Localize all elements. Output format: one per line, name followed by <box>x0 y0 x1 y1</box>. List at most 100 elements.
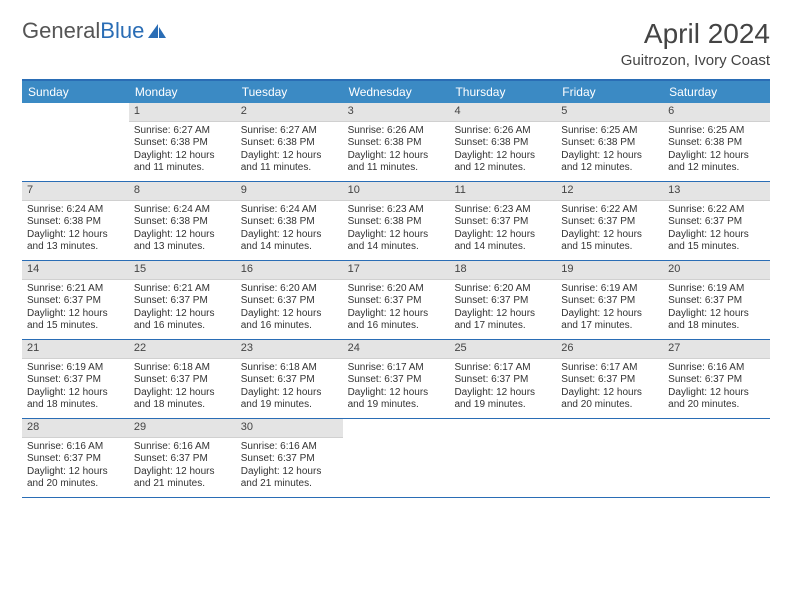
sunrise-line: Sunrise: 6:19 AM <box>561 283 658 296</box>
sunset-line: Sunset: 6:38 PM <box>27 216 124 229</box>
month-title: April 2024 <box>621 18 770 50</box>
day-body: Sunrise: 6:17 AMSunset: 6:37 PMDaylight:… <box>556 359 663 417</box>
sunset-line: Sunset: 6:37 PM <box>134 295 231 308</box>
day-body: Sunrise: 6:17 AMSunset: 6:37 PMDaylight:… <box>449 359 556 417</box>
calendar-cell: 3Sunrise: 6:26 AMSunset: 6:38 PMDaylight… <box>343 103 450 181</box>
daylight-line: Daylight: 12 hours and 19 minutes. <box>241 387 338 412</box>
day-number: 4 <box>449 103 556 122</box>
sunset-line: Sunset: 6:37 PM <box>668 374 765 387</box>
calendar-cell: 10Sunrise: 6:23 AMSunset: 6:38 PMDayligh… <box>343 182 450 260</box>
day-number: 16 <box>236 261 343 280</box>
day-body: Sunrise: 6:19 AMSunset: 6:37 PMDaylight:… <box>22 359 129 417</box>
daylight-line: Daylight: 12 hours and 17 minutes. <box>561 308 658 333</box>
location: Guitrozon, Ivory Coast <box>621 52 770 69</box>
daylight-line: Daylight: 12 hours and 12 minutes. <box>561 150 658 175</box>
day-header: Sunday <box>22 81 129 103</box>
sunrise-line: Sunrise: 6:23 AM <box>454 204 551 217</box>
sunrise-line: Sunrise: 6:20 AM <box>241 283 338 296</box>
logo-text-gray: General <box>22 18 100 44</box>
daylight-line: Daylight: 12 hours and 13 minutes. <box>27 229 124 254</box>
day-number: 6 <box>663 103 770 122</box>
sunrise-line: Sunrise: 6:17 AM <box>454 362 551 375</box>
day-body: Sunrise: 6:25 AMSunset: 6:38 PMDaylight:… <box>556 122 663 180</box>
sunrise-line: Sunrise: 6:18 AM <box>134 362 231 375</box>
day-body: Sunrise: 6:20 AMSunset: 6:37 PMDaylight:… <box>236 280 343 338</box>
calendar-week: 7Sunrise: 6:24 AMSunset: 6:38 PMDaylight… <box>22 182 770 261</box>
day-number: 10 <box>343 182 450 201</box>
daylight-line: Daylight: 12 hours and 11 minutes. <box>134 150 231 175</box>
calendar-cell: . <box>556 419 663 497</box>
calendar-week: 14Sunrise: 6:21 AMSunset: 6:37 PMDayligh… <box>22 261 770 340</box>
daylight-line: Daylight: 12 hours and 14 minutes. <box>241 229 338 254</box>
day-body: Sunrise: 6:17 AMSunset: 6:37 PMDaylight:… <box>343 359 450 417</box>
calendar-cell: 20Sunrise: 6:19 AMSunset: 6:37 PMDayligh… <box>663 261 770 339</box>
daylight-line: Daylight: 12 hours and 15 minutes. <box>27 308 124 333</box>
sunrise-line: Sunrise: 6:18 AM <box>241 362 338 375</box>
day-number: 3 <box>343 103 450 122</box>
day-body: Sunrise: 6:18 AMSunset: 6:37 PMDaylight:… <box>129 359 236 417</box>
calendar-cell: . <box>22 103 129 181</box>
day-number: 2 <box>236 103 343 122</box>
sunrise-line: Sunrise: 6:23 AM <box>348 204 445 217</box>
day-body: Sunrise: 6:23 AMSunset: 6:37 PMDaylight:… <box>449 201 556 259</box>
logo: GeneralBlue <box>22 18 168 44</box>
daylight-line: Daylight: 12 hours and 19 minutes. <box>348 387 445 412</box>
calendar: SundayMondayTuesdayWednesdayThursdayFrid… <box>22 79 770 498</box>
sunrise-line: Sunrise: 6:17 AM <box>348 362 445 375</box>
header: GeneralBlue April 2024 Guitrozon, Ivory … <box>22 18 770 69</box>
sunrise-line: Sunrise: 6:27 AM <box>134 125 231 138</box>
day-number: 5 <box>556 103 663 122</box>
day-number: 24 <box>343 340 450 359</box>
sunset-line: Sunset: 6:37 PM <box>454 216 551 229</box>
day-number: 23 <box>236 340 343 359</box>
day-body: Sunrise: 6:27 AMSunset: 6:38 PMDaylight:… <box>236 122 343 180</box>
daylight-line: Daylight: 12 hours and 21 minutes. <box>134 466 231 491</box>
daylight-line: Daylight: 12 hours and 12 minutes. <box>668 150 765 175</box>
logo-text-blue: Blue <box>100 18 144 44</box>
calendar-week: 21Sunrise: 6:19 AMSunset: 6:37 PMDayligh… <box>22 340 770 419</box>
calendar-cell: 22Sunrise: 6:18 AMSunset: 6:37 PMDayligh… <box>129 340 236 418</box>
day-body: Sunrise: 6:24 AMSunset: 6:38 PMDaylight:… <box>129 201 236 259</box>
daylight-line: Daylight: 12 hours and 17 minutes. <box>454 308 551 333</box>
calendar-cell: 8Sunrise: 6:24 AMSunset: 6:38 PMDaylight… <box>129 182 236 260</box>
daylight-line: Daylight: 12 hours and 16 minutes. <box>348 308 445 333</box>
sunrise-line: Sunrise: 6:21 AM <box>27 283 124 296</box>
calendar-cell: 9Sunrise: 6:24 AMSunset: 6:38 PMDaylight… <box>236 182 343 260</box>
sunrise-line: Sunrise: 6:16 AM <box>134 441 231 454</box>
calendar-cell: 27Sunrise: 6:16 AMSunset: 6:37 PMDayligh… <box>663 340 770 418</box>
day-number: 28 <box>22 419 129 438</box>
calendar-cell: 2Sunrise: 6:27 AMSunset: 6:38 PMDaylight… <box>236 103 343 181</box>
sunset-line: Sunset: 6:38 PM <box>241 216 338 229</box>
sunset-line: Sunset: 6:38 PM <box>348 137 445 150</box>
day-number: 12 <box>556 182 663 201</box>
daylight-line: Daylight: 12 hours and 18 minutes. <box>668 308 765 333</box>
sunset-line: Sunset: 6:37 PM <box>561 295 658 308</box>
day-header: Monday <box>129 81 236 103</box>
day-body: Sunrise: 6:24 AMSunset: 6:38 PMDaylight:… <box>22 201 129 259</box>
day-body: Sunrise: 6:19 AMSunset: 6:37 PMDaylight:… <box>556 280 663 338</box>
calendar-cell: 21Sunrise: 6:19 AMSunset: 6:37 PMDayligh… <box>22 340 129 418</box>
calendar-cell: 29Sunrise: 6:16 AMSunset: 6:37 PMDayligh… <box>129 419 236 497</box>
day-number: 25 <box>449 340 556 359</box>
sunset-line: Sunset: 6:38 PM <box>134 137 231 150</box>
calendar-week: .1Sunrise: 6:27 AMSunset: 6:38 PMDayligh… <box>22 103 770 182</box>
day-body: Sunrise: 6:25 AMSunset: 6:38 PMDaylight:… <box>663 122 770 180</box>
sunset-line: Sunset: 6:37 PM <box>27 453 124 466</box>
day-number: 22 <box>129 340 236 359</box>
sunset-line: Sunset: 6:37 PM <box>241 374 338 387</box>
calendar-cell: . <box>663 419 770 497</box>
sunset-line: Sunset: 6:38 PM <box>348 216 445 229</box>
sunrise-line: Sunrise: 6:19 AM <box>27 362 124 375</box>
day-body: Sunrise: 6:16 AMSunset: 6:37 PMDaylight:… <box>129 438 236 496</box>
sunrise-line: Sunrise: 6:20 AM <box>454 283 551 296</box>
day-number: 27 <box>663 340 770 359</box>
day-body: Sunrise: 6:19 AMSunset: 6:37 PMDaylight:… <box>663 280 770 338</box>
sunset-line: Sunset: 6:38 PM <box>454 137 551 150</box>
sunrise-line: Sunrise: 6:17 AM <box>561 362 658 375</box>
day-body: Sunrise: 6:16 AMSunset: 6:37 PMDaylight:… <box>663 359 770 417</box>
calendar-cell: 11Sunrise: 6:23 AMSunset: 6:37 PMDayligh… <box>449 182 556 260</box>
sunrise-line: Sunrise: 6:22 AM <box>561 204 658 217</box>
daylight-line: Daylight: 12 hours and 16 minutes. <box>241 308 338 333</box>
sunset-line: Sunset: 6:37 PM <box>241 453 338 466</box>
sunset-line: Sunset: 6:37 PM <box>348 374 445 387</box>
